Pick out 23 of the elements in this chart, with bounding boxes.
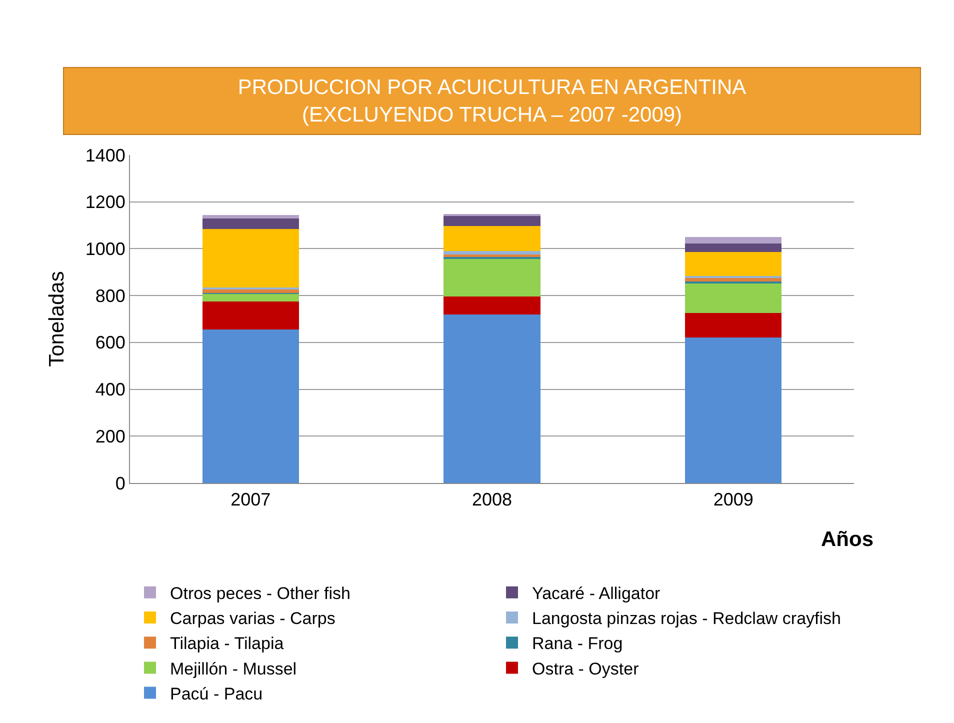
x-axis-title: Años: [821, 528, 874, 551]
legend-label: Ostra - Oyster: [532, 659, 640, 678]
x-tick-label: 2009: [713, 490, 754, 510]
y-tick-label: 600: [95, 332, 126, 353]
chart-title: PRODUCCION POR ACUICULTURA EN ARGENTINA (EXCLUYENDO TRUCHA – 2007 -2009): [238, 76, 746, 126]
y-tick-label: 1200: [85, 192, 126, 212]
y-tick-label: 800: [95, 286, 126, 306]
legend-label: Otros peces - Other fish: [170, 584, 350, 604]
legend-label: Rana - Frog: [532, 634, 623, 654]
legend-label: Pacú - Pacu: [170, 684, 263, 704]
x-tick-label: 2007: [230, 490, 271, 510]
legend-label: Carpas varias - Carps: [170, 609, 336, 628]
legend-label: Yacaré - Alligator: [532, 584, 661, 604]
y-tick-label: 200: [95, 426, 126, 446]
legend-label: Mejillón - Mussel: [170, 659, 297, 678]
y-tick-label: 1000: [85, 239, 126, 260]
x-tick-label: 2008: [472, 490, 512, 510]
y-tick-label: 0: [115, 473, 126, 494]
y-tick-label: 400: [95, 380, 126, 400]
y-axis-title: Toneladas: [46, 271, 69, 367]
legend-label: Tilapia - Tilapia: [170, 634, 284, 654]
legend-label: Langosta pinzas rojas - Redclaw crayfish: [532, 609, 841, 628]
y-tick-label: 1400: [85, 145, 126, 166]
